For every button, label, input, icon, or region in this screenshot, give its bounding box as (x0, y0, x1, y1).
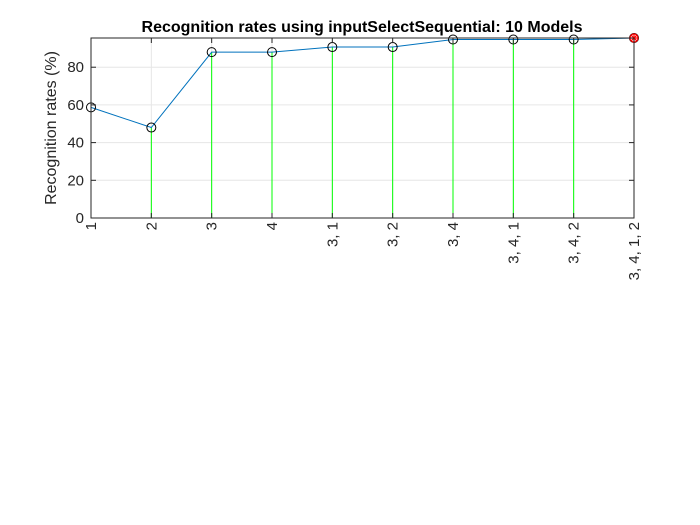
y-tick-label: 60 (67, 97, 84, 114)
y-tick-label: 80 (67, 59, 84, 76)
x-tick-label: 3, 4, 1, 2 (626, 222, 643, 280)
series-line (90, 37, 635, 129)
data-point (267, 47, 277, 58)
x-tick-label: 1 (83, 222, 100, 230)
x-tick-label: 3, 4 (445, 222, 462, 247)
x-tick-label: 3, 4, 1 (505, 222, 522, 264)
data-point (448, 34, 458, 45)
x-tick-label: 3, 2 (385, 222, 402, 247)
plot-area: 0 20 40 60 80 1 2 3 4 3, 1 3, 2 3, 4 3, 4, 1 3, 4, 2 3… (67, 33, 643, 280)
y-tick-label: 0 (76, 210, 84, 227)
data-point (206, 47, 217, 58)
chart-title: Recognition rates using inputSelectSeque… (142, 19, 583, 36)
x-tick-label: 3 (204, 222, 221, 230)
y-tick-label: 20 (67, 172, 84, 189)
x-tick-label: 2 (143, 222, 160, 230)
y-axis-label: Recognition rates (%) (43, 51, 60, 205)
x-tick-label: 3, 4, 2 (566, 222, 583, 264)
data-point (146, 122, 157, 133)
axes-background (91, 38, 634, 218)
data-point (508, 34, 519, 45)
data-point (568, 34, 579, 45)
x-tick-label: 4 (264, 222, 281, 230)
y-tick-label: 40 (67, 135, 84, 152)
axes-box (90, 37, 635, 219)
x-tick-label: 3, 1 (324, 222, 341, 247)
